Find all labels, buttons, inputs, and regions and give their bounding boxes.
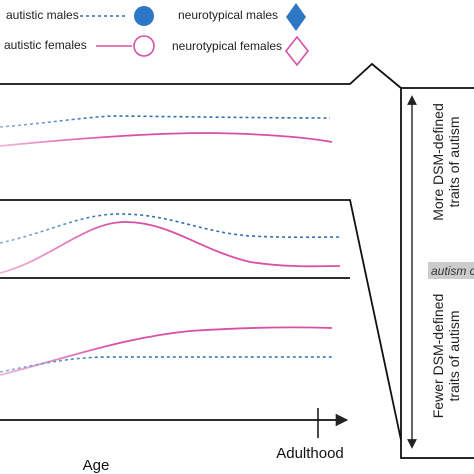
side-text: More DSM-defined [430,103,446,221]
curve-male [0,115,331,128]
side-text: traits of autism [446,116,462,207]
curve-female [0,132,333,147]
divider [0,62,402,89]
legend-symbol [133,35,155,57]
legend-label: neurotypical females [172,39,282,53]
axis-label: Age [83,457,110,474]
legend-label: neurotypical males [178,8,278,22]
side-label: autism c [431,264,474,278]
side-text: traits of autism [446,310,462,401]
curve-male [0,356,332,373]
axis-end-label: Adulthood [276,445,344,462]
curve-female [0,326,333,376]
divider [0,199,402,441]
label-bg [428,262,474,279]
side-text: Fewer DSM-defined [430,294,446,419]
curve-female [0,221,341,274]
legend-symbol [286,3,306,31]
legend-symbol [134,6,154,26]
curve-male [0,213,341,244]
legend-label: autistic males [6,8,79,22]
legend-symbol [284,35,310,67]
legend-label: autistic females [4,38,87,52]
